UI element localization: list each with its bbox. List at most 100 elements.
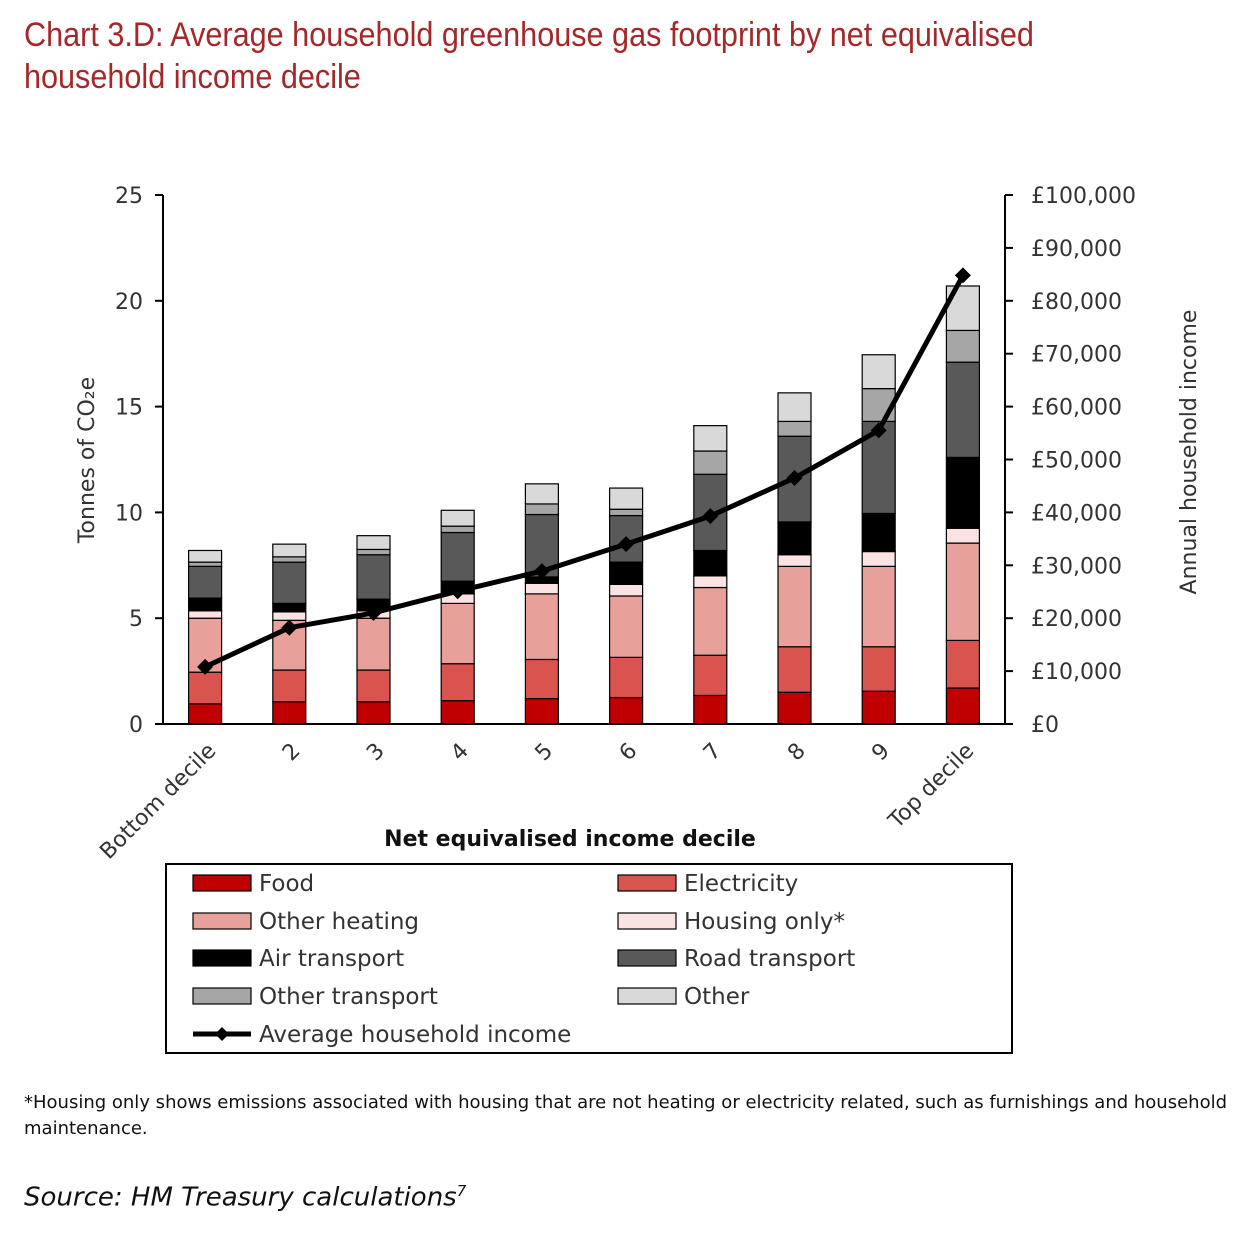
bar-segment-0-4: [524, 698, 560, 725]
bar-segment-0-3: [440, 700, 475, 725]
legend-label-7: Other: [684, 984, 750, 1010]
legend-swatch-2: [192, 912, 252, 930]
bar-segment-1-4: [524, 658, 560, 700]
left-tick-label-2: 10: [115, 501, 143, 526]
bar-segment-0-8: [861, 690, 896, 725]
bar-segment-0-2: [356, 701, 391, 725]
legend-label-3: Housing only*: [684, 909, 845, 935]
left-y-ticks: 0 5 10 15 20 25: [115, 184, 163, 738]
income-point-3: [449, 583, 466, 600]
income-point-9: [954, 267, 971, 284]
income-point-5: [618, 536, 635, 553]
income-point-8: [870, 422, 887, 439]
bar-segment-4-8: [861, 512, 896, 553]
right-y-axis-title: Annual household income: [1177, 310, 1202, 595]
bar-segment-7-1: [272, 543, 307, 558]
source-text: Source: HM Treasury calculations: [24, 1182, 457, 1213]
bar-segment-3-7: [777, 554, 812, 567]
x-axis-title: Net equivalised income decile: [384, 827, 756, 852]
right-tick-label-0: £0: [1031, 713, 1059, 738]
bar-segment-4-0: [188, 597, 223, 612]
x-tick-label-2: 3: [362, 739, 390, 767]
bar-segment-0-9: [945, 687, 981, 725]
legend-label-5: Road transport: [684, 946, 855, 972]
bar-segment-7-8: [861, 354, 896, 390]
bar-segment-0-7: [777, 691, 812, 725]
right-tick-label-4: £40,000: [1031, 501, 1122, 526]
left-tick-label-1: 5: [129, 607, 143, 632]
x-tick-label-7: 8: [783, 739, 811, 767]
bar-segment-1-9: [945, 639, 981, 689]
income-point-7: [786, 470, 803, 487]
income-line-series: [197, 267, 971, 675]
right-tick-label-2: £20,000: [1031, 607, 1122, 632]
bar-segment-1-8: [861, 646, 896, 692]
source-footnote-ref: 7: [456, 1182, 467, 1200]
bar-segment-1-7: [777, 646, 812, 693]
right-tick-label-8: £80,000: [1031, 290, 1122, 315]
x-tick-label-9: Top decile: [883, 739, 979, 835]
bar-segment-2-5: [608, 595, 644, 658]
bar-segment-1-6: [693, 654, 728, 697]
income-point-0: [197, 658, 214, 675]
bar-segment-6-3: [440, 525, 475, 534]
right-tick-label-6: £60,000: [1031, 396, 1122, 421]
bar-segment-2-7: [777, 565, 812, 648]
right-tick-label-9: £90,000: [1031, 237, 1122, 262]
bar-segment-2-2: [356, 617, 391, 671]
income-point-4: [533, 563, 550, 580]
source-note: Source: HM Treasury calculations7: [24, 1182, 466, 1213]
bar-segment-3-1: [272, 611, 307, 621]
bar-segment-2-4: [524, 593, 560, 661]
bar-segment-6-6: [693, 450, 728, 475]
bar-segment-5-1: [272, 561, 307, 604]
bar-segment-7-3: [440, 509, 475, 527]
legend-swatch-3: [617, 912, 677, 930]
right-tick-label-7: £70,000: [1031, 343, 1122, 368]
left-tick-label-0: 0: [129, 713, 143, 738]
bar-segment-2-9: [945, 542, 981, 642]
left-tick-label-3: 15: [115, 396, 143, 421]
bar-segment-5-9: [945, 361, 981, 458]
bar-segment-6-1: [272, 556, 307, 563]
bar-stacks: [188, 285, 981, 725]
bar-segment-2-3: [440, 602, 475, 665]
x-tick-label-3: 4: [446, 739, 474, 767]
legend: Food Electricity Other heating Housing only…: [165, 863, 1013, 1054]
legend-swatch-5: [617, 949, 677, 967]
bar-segment-6-2: [356, 548, 391, 556]
bar-segment-2-6: [693, 586, 728, 656]
right-tick-label-3: £30,000: [1031, 554, 1122, 579]
legend-label-6: Other transport: [259, 984, 438, 1010]
bar-segment-7-4: [524, 483, 560, 505]
legend-line-marker: [215, 1027, 229, 1041]
bar-segment-2-8: [861, 565, 896, 648]
bar-segment-1-5: [608, 656, 644, 699]
bar-segment-4-7: [777, 521, 812, 556]
right-y-ticks: £0 £10,000 £20,000 £30,000 £40,000 £50,000 £60…: [1005, 184, 1136, 738]
bar-segment-4-1: [272, 602, 307, 613]
bar-segment-5-2: [356, 554, 391, 600]
legend-label-2: Other heating: [259, 909, 419, 935]
left-y-axis-title: Tonnes of CO₂e: [75, 377, 100, 544]
bar-segment-6-5: [608, 508, 644, 517]
bar-segment-4-9: [945, 456, 981, 529]
bar-segment-7-6: [693, 425, 728, 452]
legend-label-0: Food: [259, 871, 314, 897]
left-tick-label-4: 20: [115, 290, 143, 315]
legend-label-4: Air transport: [259, 946, 404, 972]
bar-segment-0-1: [272, 701, 307, 725]
bar-segment-5-0: [188, 565, 223, 599]
bar-segment-7-0: [188, 549, 223, 563]
x-tick-label-8: 9: [867, 739, 895, 767]
bar-segment-0-0: [188, 703, 223, 725]
legend-label-income: Average household income: [259, 1022, 571, 1048]
footnote: *Housing only shows emissions associated…: [24, 1092, 1228, 1139]
bar-segment-7-5: [608, 487, 644, 510]
bar-segment-7-2: [356, 535, 391, 551]
x-tick-label-1: 2: [278, 739, 306, 767]
bar-segment-6-0: [188, 561, 223, 567]
bar-segment-0-5: [608, 696, 644, 725]
x-tick-label-4: 5: [531, 739, 559, 767]
